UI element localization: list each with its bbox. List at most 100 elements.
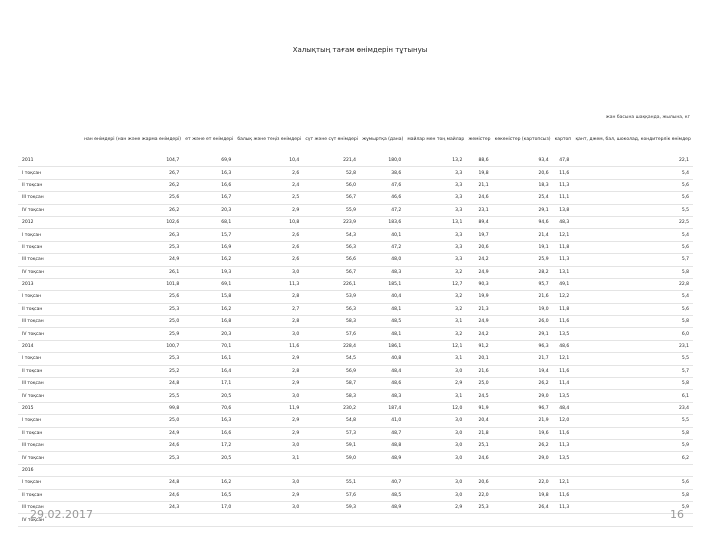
table-cell: 3,0 (235, 266, 304, 279)
table-cell: 26,1 (82, 266, 184, 279)
table-cell: 25,5 (82, 389, 184, 403)
row-label: II тоқсан (18, 365, 82, 379)
table-cell: 11,8 (552, 241, 574, 255)
table-cell: 13,5 (552, 389, 574, 403)
table-cell: 48,9 (360, 501, 406, 515)
table-cell: 47,8 (552, 155, 574, 168)
empty-cell (492, 513, 553, 527)
table-cell: 22,5 (573, 216, 693, 230)
table-cell: 3,2 (405, 290, 467, 304)
table-cell: 24,6 (82, 489, 184, 502)
table-row: 2016 (18, 464, 693, 478)
table-cell: 19,3 (183, 266, 236, 279)
table-cell: 40,4 (360, 290, 406, 304)
table-cell: 3,0 (235, 327, 304, 341)
table-cell: 25,0 (82, 414, 184, 428)
table-row: IV тоқсан (18, 513, 693, 527)
empty-cell (405, 513, 467, 527)
table-cell: 41,0 (360, 414, 406, 428)
footer-date: 29.02.2017 (30, 508, 93, 521)
empty-cell (303, 513, 361, 527)
table-cell: 54,8 (303, 414, 361, 428)
table-cell: 56,9 (303, 365, 361, 379)
table-row: I тоқсан 26,3 15,7 2,6 54,3 40,1 3,3 19,7 21,4 12… (18, 228, 693, 242)
table-cell: 21,1 (466, 179, 493, 193)
table-cell: 230,2 (303, 402, 361, 416)
table-cell: 25,9 (492, 253, 553, 267)
table-cell: 3,1 (405, 389, 467, 403)
table-cell: 25,0 (82, 315, 184, 329)
table-cell: 16,6 (183, 427, 236, 441)
table-cell: 48,3 (552, 216, 574, 230)
column-header: майлар мен тоң майлар (407, 136, 465, 142)
table-cell: 10,4 (235, 155, 304, 168)
table-cell: 19,0 (492, 303, 553, 317)
table-cell: 26,4 (492, 501, 553, 515)
row-label: III тоқсан (18, 253, 82, 267)
table-row: I тоқсан 25,0 16,3 2,9 54,8 41,0 3,0 20,4 21,9 12… (18, 414, 693, 428)
table-cell: 48,8 (360, 439, 406, 453)
table-cell: 19,8 (492, 489, 553, 502)
table-cell: 3,0 (405, 476, 467, 490)
table-cell: 55,9 (303, 204, 361, 217)
table-cell: 70,6 (183, 402, 236, 416)
table-cell: 11,3 (552, 179, 574, 193)
table-cell: 25,3 (82, 241, 184, 255)
table-row: II тоқсан 24,6 16,5 2,9 57,6 48,5 3,0 22,0 19,8 1… (18, 489, 693, 502)
table-cell: 24,8 (82, 476, 184, 490)
table-cell: 2,8 (235, 365, 304, 379)
table-cell: 5,8 (573, 377, 693, 391)
table-cell: 56,7 (303, 266, 361, 279)
row-label: I тоқсан (18, 476, 82, 490)
table-cell: 100,7 (82, 340, 184, 354)
table-cell: 48,5 (360, 489, 406, 502)
empty-cell (235, 464, 304, 478)
table-cell: 49,1 (552, 278, 574, 292)
row-label: I тоқсан (18, 166, 82, 180)
table-cell: 21,9 (492, 414, 553, 428)
table-cell: 186,1 (360, 340, 406, 354)
table-cell: 26,2 (492, 377, 553, 391)
table-cell: 21,6 (492, 290, 553, 304)
table-cell: 16,1 (183, 352, 236, 366)
table-cell: 12,1 (552, 476, 574, 490)
table-cell: 94,6 (492, 216, 553, 230)
table-cell: 99,8 (82, 402, 184, 416)
table-cell: 17,0 (183, 501, 236, 515)
table-cell: 223,9 (303, 216, 361, 230)
table-cell: 25,3 (82, 451, 184, 465)
table-cell: 25,1 (466, 439, 493, 453)
table-cell: 47,2 (360, 204, 406, 217)
empty-cell (552, 513, 574, 527)
table-cell: 101,8 (82, 278, 184, 292)
table-cell: 16,7 (183, 191, 236, 205)
table-cell: 16,3 (183, 414, 236, 428)
empty-cell (492, 464, 553, 478)
table-cell: 48,1 (360, 327, 406, 341)
table-cell: 19,9 (466, 290, 493, 304)
table-cell: 185,1 (360, 278, 406, 292)
table-cell: 19,8 (466, 166, 493, 180)
table-cell: 23,1 (573, 340, 693, 354)
table-cell: 48,9 (360, 451, 406, 465)
table-cell: 59,1 (303, 439, 361, 453)
table-cell: 93,4 (492, 155, 553, 168)
table-cell: 15,7 (183, 228, 236, 242)
table-cell: 91,2 (466, 340, 493, 354)
table-cell: 24,5 (466, 389, 493, 403)
table-cell: 24,8 (82, 377, 184, 391)
row-label: I тоқсан (18, 414, 82, 428)
row-label: IV тоқсан (18, 204, 82, 217)
table-row: IV тоқсан 26,2 20,3 2,9 55,9 47,2 3,3 23,1 29,1 1… (18, 204, 693, 217)
header-row: нан өнімдері (нан және жарма өнімдері) ет… (18, 123, 693, 155)
table-cell: 5,8 (573, 427, 693, 441)
table-cell: 183,6 (360, 216, 406, 230)
table-cell: 5,6 (573, 476, 693, 490)
column-header: сүт және сүт өнімдері (305, 136, 358, 142)
table-cell: 3,3 (405, 204, 467, 217)
table-cell: 12,0 (552, 414, 574, 428)
table-cell: 13,2 (405, 155, 467, 168)
table-cell: 2,7 (235, 303, 304, 317)
table-cell: 16,9 (183, 241, 236, 255)
row-label: II тоқсан (18, 489, 82, 502)
